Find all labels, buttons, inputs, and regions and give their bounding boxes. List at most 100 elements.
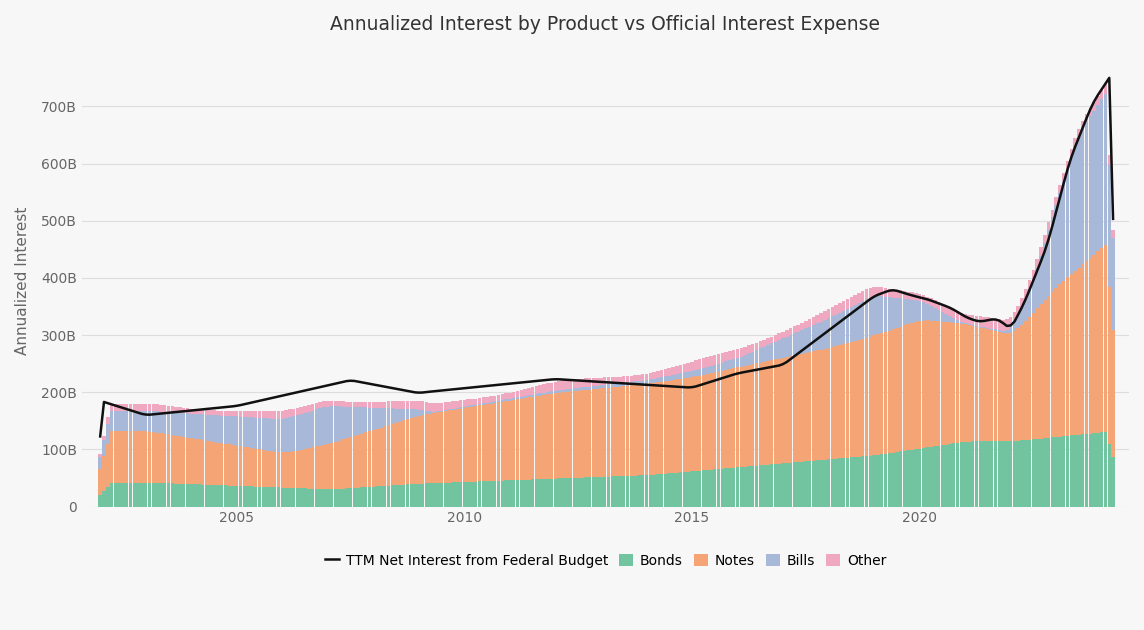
Bar	[986, 329, 990, 442]
Bar	[455, 410, 459, 483]
Bar	[482, 403, 485, 405]
Bar	[193, 414, 197, 439]
Bar	[398, 421, 402, 485]
Bar	[490, 404, 493, 481]
Bar	[729, 352, 732, 360]
Bar	[352, 402, 356, 407]
Bar	[1009, 333, 1012, 441]
Bar	[470, 407, 474, 482]
Bar	[683, 378, 686, 472]
Bar	[1001, 333, 1004, 442]
Bar	[557, 381, 561, 390]
Bar	[125, 411, 128, 431]
Bar	[895, 452, 898, 507]
Bar	[546, 394, 549, 479]
Bar	[251, 411, 254, 418]
Bar	[801, 330, 804, 353]
Bar	[390, 424, 394, 486]
Bar	[527, 398, 531, 479]
Bar	[1093, 255, 1096, 433]
Bar	[649, 373, 652, 379]
Bar	[387, 486, 390, 507]
Bar	[300, 488, 303, 507]
Bar	[318, 402, 321, 408]
Bar	[167, 412, 170, 435]
Bar	[406, 484, 410, 507]
Bar	[721, 353, 724, 362]
Bar	[1089, 117, 1093, 258]
Bar	[618, 377, 621, 383]
Bar	[174, 436, 177, 484]
Bar	[595, 378, 599, 386]
Bar	[470, 482, 474, 507]
Bar	[565, 380, 569, 389]
Bar	[606, 377, 610, 384]
Bar	[766, 361, 770, 464]
Bar	[652, 383, 656, 474]
Bar	[1055, 205, 1058, 288]
Bar	[220, 443, 223, 485]
Bar	[770, 336, 773, 343]
Bar	[998, 319, 1001, 330]
Bar	[732, 359, 736, 369]
Bar	[599, 386, 603, 389]
Bar	[603, 377, 606, 385]
Bar	[845, 309, 849, 343]
Bar	[1024, 321, 1027, 440]
Bar	[891, 329, 895, 452]
Bar	[724, 370, 728, 468]
Bar	[511, 398, 516, 400]
Bar	[614, 377, 618, 384]
Bar	[1032, 270, 1035, 279]
Bar	[934, 307, 937, 321]
Bar	[1089, 433, 1093, 507]
Bar	[323, 445, 326, 489]
Bar	[645, 374, 649, 380]
Bar	[136, 483, 140, 507]
Bar	[151, 411, 156, 432]
Bar	[360, 402, 364, 407]
Bar	[523, 398, 526, 479]
Bar	[1012, 323, 1016, 331]
Bar	[546, 479, 549, 507]
Bar	[201, 415, 205, 440]
Bar	[618, 476, 621, 507]
Bar	[721, 469, 724, 507]
Bar	[159, 433, 162, 483]
Bar	[562, 389, 565, 392]
Bar	[265, 418, 269, 450]
Bar	[501, 481, 505, 507]
Bar	[1081, 129, 1085, 264]
Bar	[383, 408, 387, 427]
Bar	[678, 472, 682, 507]
Bar	[675, 379, 678, 472]
Bar	[1070, 157, 1073, 274]
Bar	[994, 329, 998, 331]
Bar	[467, 399, 470, 406]
Bar	[133, 411, 136, 431]
Bar	[367, 408, 372, 431]
Bar	[819, 350, 823, 460]
Bar	[148, 411, 151, 432]
Bar	[895, 328, 898, 452]
Bar	[539, 393, 542, 396]
Bar	[565, 478, 569, 507]
Bar	[220, 416, 223, 443]
Bar	[311, 411, 315, 447]
Bar	[1066, 436, 1070, 507]
Bar	[645, 380, 649, 384]
Bar	[98, 457, 102, 469]
Bar	[178, 437, 182, 484]
Bar	[557, 390, 561, 392]
Bar	[952, 323, 955, 444]
Bar	[580, 391, 583, 478]
Bar	[1047, 222, 1050, 230]
Bar	[857, 340, 860, 457]
Bar	[1017, 306, 1020, 316]
Bar	[1001, 331, 1004, 333]
Bar	[470, 399, 474, 405]
Bar	[706, 470, 709, 507]
Bar	[113, 431, 117, 483]
Bar	[1039, 438, 1042, 507]
Bar	[485, 481, 488, 507]
